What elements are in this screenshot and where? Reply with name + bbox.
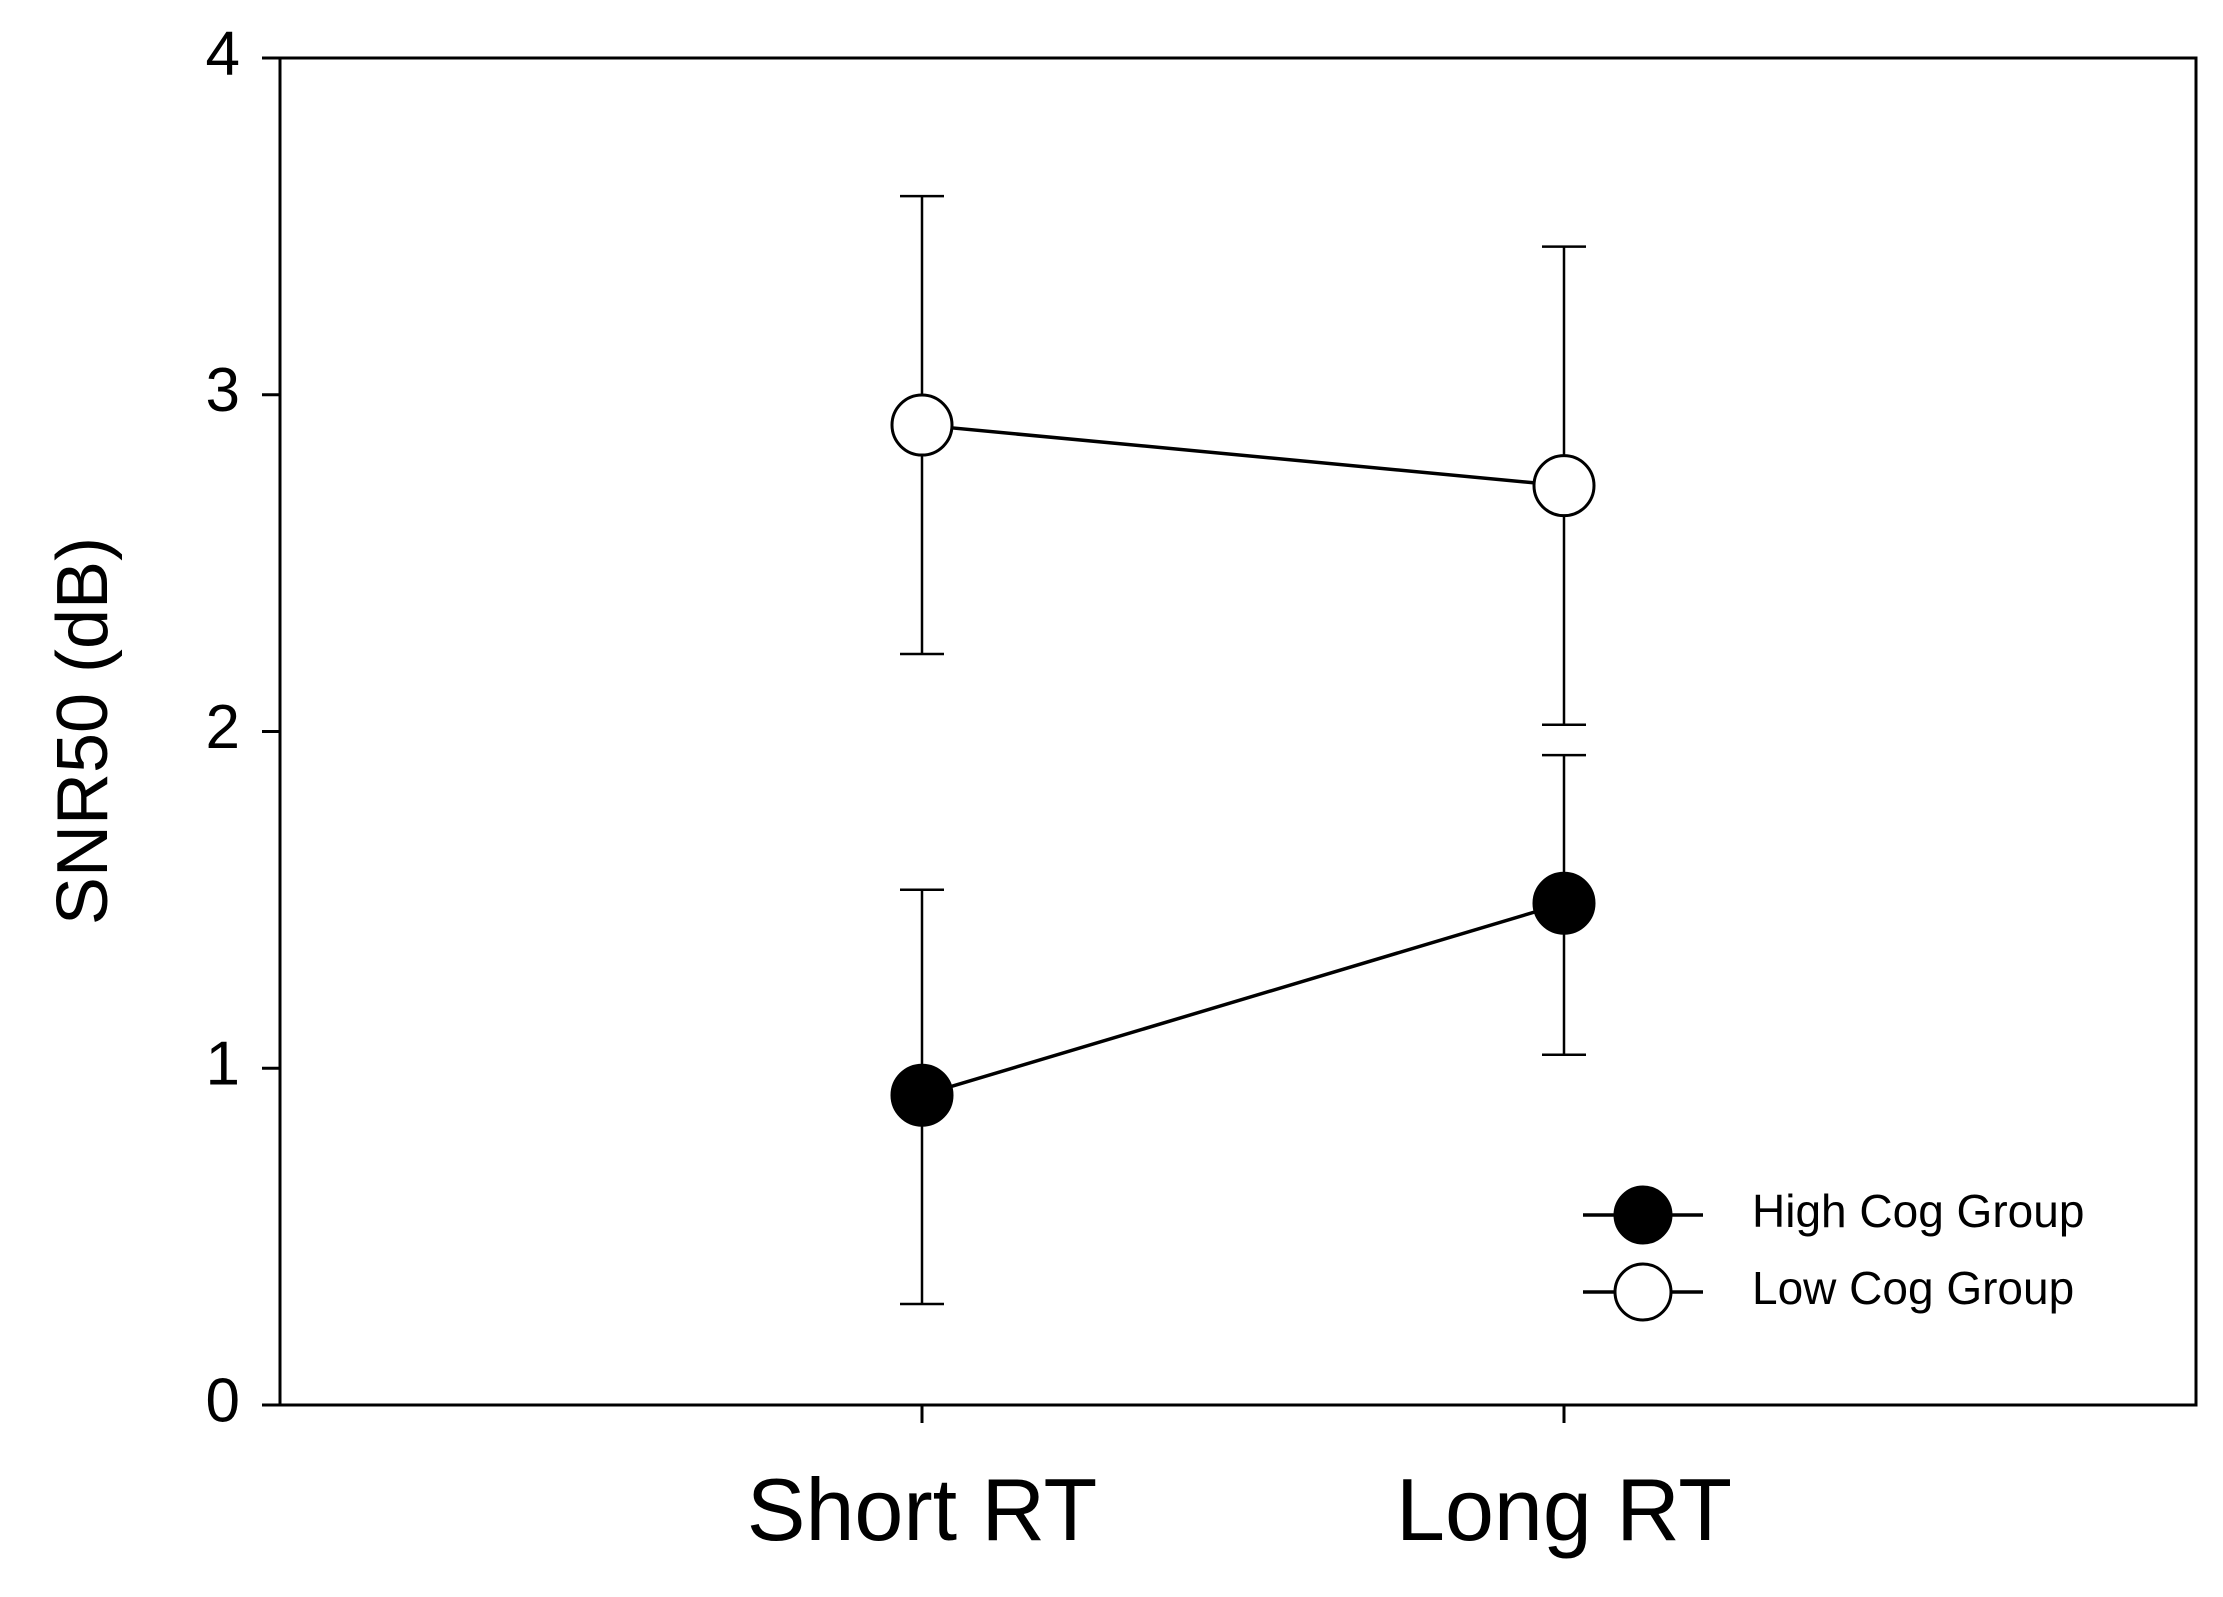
series-layer bbox=[890, 194, 1596, 1306]
series-1 bbox=[890, 194, 1596, 727]
y-tick-label: 0 bbox=[206, 1366, 240, 1435]
series-line bbox=[921, 901, 1565, 1097]
legend-marker bbox=[1613, 1262, 1673, 1322]
legend-marker bbox=[1613, 1185, 1673, 1245]
data-point bbox=[1532, 454, 1596, 518]
series-line bbox=[921, 423, 1565, 488]
x-tick-label: Short RT bbox=[747, 1460, 1098, 1559]
y-tick-label: 1 bbox=[206, 1030, 240, 1099]
y-tick-label: 3 bbox=[206, 356, 240, 425]
legend-label: Low Cog Group bbox=[1752, 1262, 2074, 1314]
x-axis: Short RT Long RT bbox=[747, 1405, 1732, 1559]
y-tick-label: 4 bbox=[206, 19, 240, 88]
legend-entry: High Cog Group bbox=[1583, 1185, 2084, 1245]
y-tick-label: 2 bbox=[206, 693, 240, 762]
data-point bbox=[1532, 871, 1596, 935]
legend-label: High Cog Group bbox=[1752, 1185, 2084, 1237]
data-point bbox=[890, 1063, 954, 1127]
data-point bbox=[890, 393, 954, 457]
series-0 bbox=[890, 753, 1596, 1306]
y-axis-title: SNR50 (dB) bbox=[43, 537, 123, 925]
y-axis: 0 1 2 3 4 bbox=[206, 19, 280, 1435]
legend-entry: Low Cog Group bbox=[1583, 1262, 2074, 1322]
x-tick-label: Long RT bbox=[1396, 1460, 1732, 1559]
legend: High Cog Group Low Cog Group bbox=[1583, 1185, 2084, 1322]
